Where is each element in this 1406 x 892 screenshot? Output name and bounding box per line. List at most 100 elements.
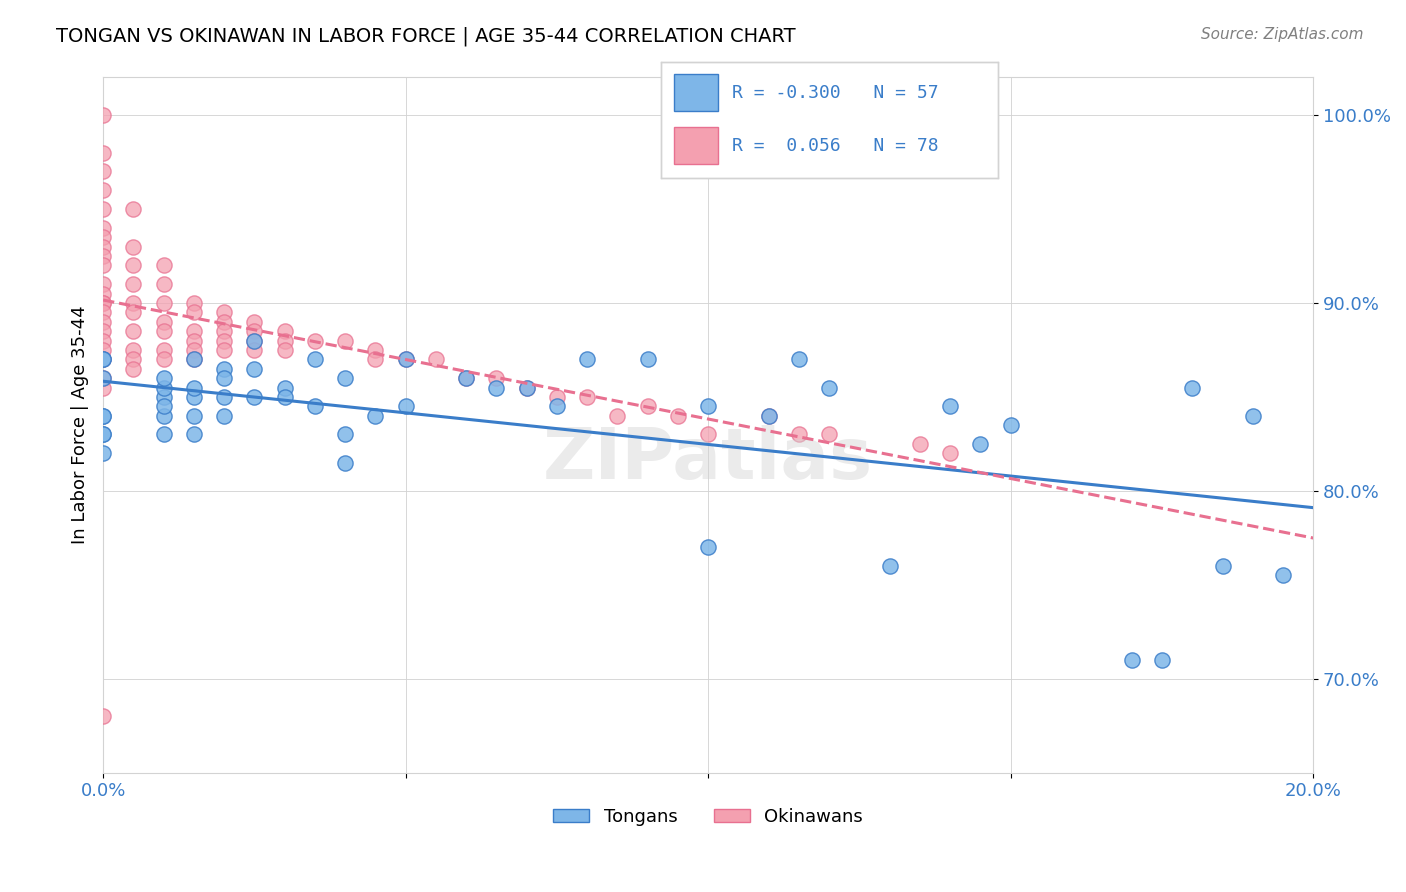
- Point: [122, 296, 145, 310]
- Point: [1150, 653, 1173, 667]
- Text: R =  0.056   N = 78: R = 0.056 N = 78: [731, 137, 938, 155]
- Point: [91, 230, 114, 244]
- Point: [395, 352, 418, 367]
- Point: [243, 315, 266, 329]
- Text: Source: ZipAtlas.com: Source: ZipAtlas.com: [1201, 27, 1364, 42]
- Point: [183, 427, 205, 442]
- Point: [91, 352, 114, 367]
- Point: [152, 427, 174, 442]
- Point: [697, 540, 720, 554]
- Point: [183, 296, 205, 310]
- Point: [183, 380, 205, 394]
- Point: [758, 409, 780, 423]
- Point: [91, 324, 114, 338]
- Point: [243, 334, 266, 348]
- Point: [273, 380, 295, 394]
- Point: [122, 277, 145, 292]
- Point: [152, 390, 174, 404]
- Point: [91, 296, 114, 310]
- Point: [456, 371, 478, 385]
- Point: [1181, 380, 1204, 394]
- Point: [697, 399, 720, 413]
- Point: [273, 334, 295, 348]
- Point: [91, 371, 114, 385]
- Point: [637, 399, 659, 413]
- Point: [91, 258, 114, 272]
- Point: [758, 409, 780, 423]
- Point: [576, 352, 599, 367]
- Point: [152, 352, 174, 367]
- Point: [243, 343, 266, 357]
- Point: [91, 343, 114, 357]
- Point: [91, 315, 114, 329]
- Point: [666, 409, 689, 423]
- Point: [576, 390, 599, 404]
- Point: [91, 427, 114, 442]
- Point: [546, 399, 568, 413]
- Point: [243, 390, 266, 404]
- Point: [485, 380, 508, 394]
- Point: [91, 305, 114, 319]
- Point: [425, 352, 447, 367]
- Text: TONGAN VS OKINAWAN IN LABOR FORCE | AGE 35-44 CORRELATION CHART: TONGAN VS OKINAWAN IN LABOR FORCE | AGE …: [56, 27, 796, 46]
- Point: [212, 315, 235, 329]
- Point: [273, 324, 295, 338]
- Point: [152, 315, 174, 329]
- Point: [787, 427, 810, 442]
- Point: [273, 343, 295, 357]
- Point: [212, 343, 235, 357]
- Point: [152, 296, 174, 310]
- Point: [516, 380, 538, 394]
- Point: [1121, 653, 1143, 667]
- Point: [364, 409, 387, 423]
- Point: [243, 334, 266, 348]
- Point: [787, 352, 810, 367]
- Point: [606, 409, 628, 423]
- Point: [152, 277, 174, 292]
- Point: [333, 334, 356, 348]
- Point: [122, 324, 145, 338]
- Point: [183, 305, 205, 319]
- Point: [333, 371, 356, 385]
- Point: [243, 324, 266, 338]
- Point: [152, 371, 174, 385]
- Point: [1272, 568, 1295, 582]
- Point: [152, 380, 174, 394]
- Point: [212, 334, 235, 348]
- Point: [183, 343, 205, 357]
- Point: [212, 409, 235, 423]
- Point: [212, 371, 235, 385]
- Point: [818, 427, 841, 442]
- Point: [91, 352, 114, 367]
- Point: [183, 352, 205, 367]
- Point: [152, 399, 174, 413]
- Point: [91, 296, 114, 310]
- Point: [1241, 409, 1264, 423]
- Point: [304, 399, 326, 413]
- Point: [212, 324, 235, 338]
- Point: [183, 409, 205, 423]
- Point: [91, 183, 114, 197]
- Point: [697, 427, 720, 442]
- Legend: Tongans, Okinawans: Tongans, Okinawans: [546, 801, 870, 833]
- Point: [243, 361, 266, 376]
- Point: [152, 258, 174, 272]
- Point: [395, 352, 418, 367]
- Point: [91, 380, 114, 394]
- Point: [395, 399, 418, 413]
- Point: [91, 277, 114, 292]
- Point: [183, 352, 205, 367]
- Text: ZIPatlas: ZIPatlas: [543, 425, 873, 494]
- Point: [364, 343, 387, 357]
- Point: [91, 164, 114, 178]
- Point: [939, 446, 962, 460]
- Point: [939, 399, 962, 413]
- Y-axis label: In Labor Force | Age 35-44: In Labor Force | Age 35-44: [72, 306, 89, 544]
- Point: [91, 446, 114, 460]
- Point: [908, 437, 931, 451]
- Point: [364, 352, 387, 367]
- Point: [183, 324, 205, 338]
- Point: [212, 390, 235, 404]
- Point: [183, 390, 205, 404]
- Point: [122, 352, 145, 367]
